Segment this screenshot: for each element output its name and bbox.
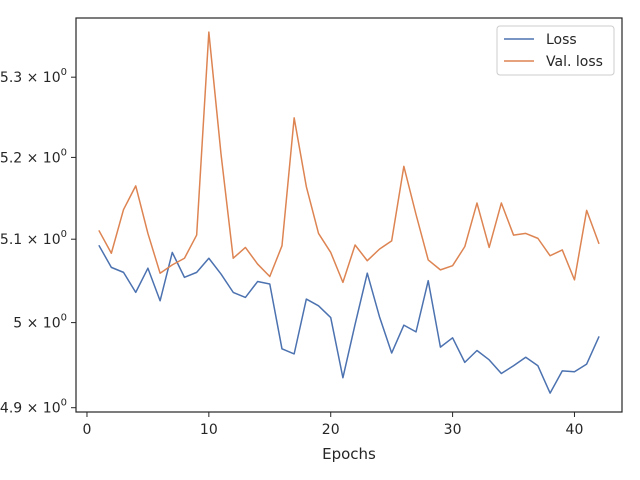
series-layer — [98, 31, 600, 394]
x-tick-label: 10 — [200, 422, 218, 438]
y-tick-label: 5 × 100 — [13, 313, 67, 332]
legend: Loss Val. loss — [496, 25, 615, 76]
x-tick-label: 20 — [322, 422, 340, 438]
x-tick-label: 0 — [83, 422, 92, 438]
x-axis: 0 10 20 30 40 — [83, 412, 584, 438]
legend-label: Loss — [546, 32, 577, 48]
plot-area — [75, 17, 623, 413]
legend-label: Val. loss — [546, 54, 603, 70]
series-line-loss — [98, 245, 600, 394]
y-tick-label: 4.9 × 100 — [0, 398, 67, 417]
x-tick-label: 40 — [566, 422, 584, 438]
y-tick-label: 5.1 × 100 — [0, 229, 67, 248]
series-line-val-loss — [98, 31, 600, 284]
y-tick-label: 5.2 × 100 — [0, 147, 67, 166]
y-tick-label: 5.3 × 100 — [0, 67, 67, 86]
x-axis-label: Epochs — [322, 445, 376, 463]
y-axis: 4.9 × 100 5 × 100 5.1 × 100 5.2 × 100 5.3 × … — [0, 67, 76, 417]
x-tick-label: 30 — [444, 422, 462, 438]
